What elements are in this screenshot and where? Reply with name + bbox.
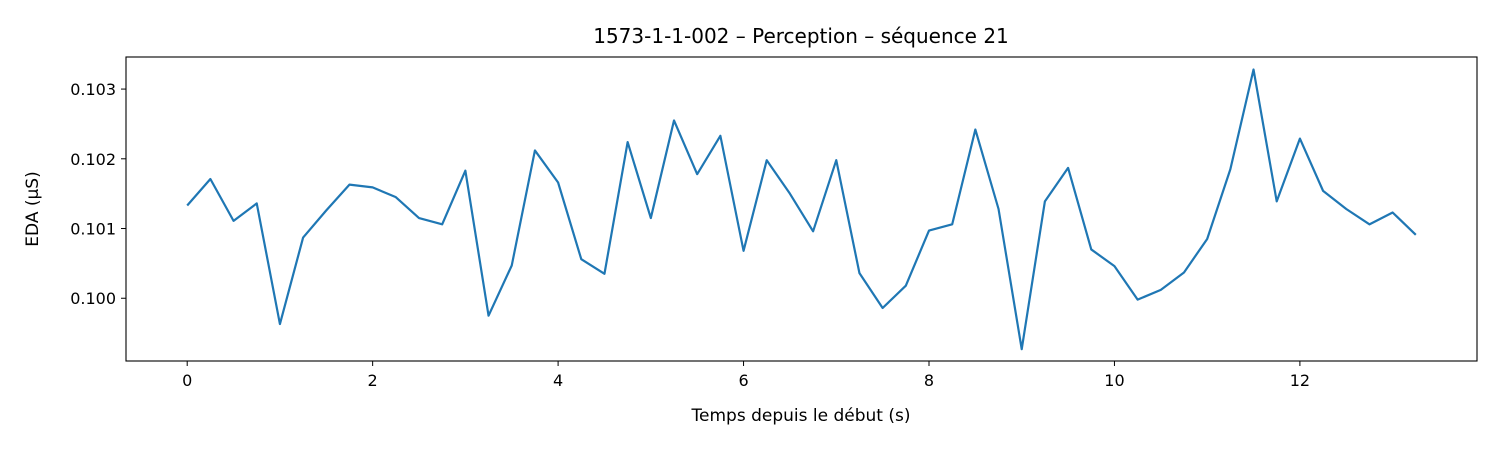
y-axis: 0.100 0.101 0.102 0.103 — [70, 80, 126, 308]
x-tick-label: 8 — [924, 371, 934, 390]
x-tick-label: 4 — [553, 371, 563, 390]
x-tick-label: 6 — [738, 371, 748, 390]
x-tick-label: 10 — [1104, 371, 1124, 390]
y-tick-label: 0.102 — [70, 150, 116, 169]
plot-frame — [125, 56, 1478, 362]
chart-title: 1573-1-1-002 – Perception – séquence 21 — [593, 24, 1009, 48]
y-tick-label: 0.103 — [70, 80, 116, 99]
x-tick-label: 12 — [1290, 371, 1310, 390]
plot-area — [125, 56, 1478, 362]
x-tick-label: 2 — [368, 371, 378, 390]
series-line-0 — [186, 68, 1417, 351]
x-axis: 0 2 4 6 8 10 12 — [182, 361, 1310, 390]
x-tick-label: 0 — [182, 371, 192, 390]
y-axis-label: EDA (µS) — [23, 171, 43, 246]
y-tick-label: 0.101 — [70, 220, 116, 239]
x-axis-label: Temps depuis le début (s) — [691, 406, 911, 426]
y-tick-label: 0.100 — [70, 289, 116, 308]
